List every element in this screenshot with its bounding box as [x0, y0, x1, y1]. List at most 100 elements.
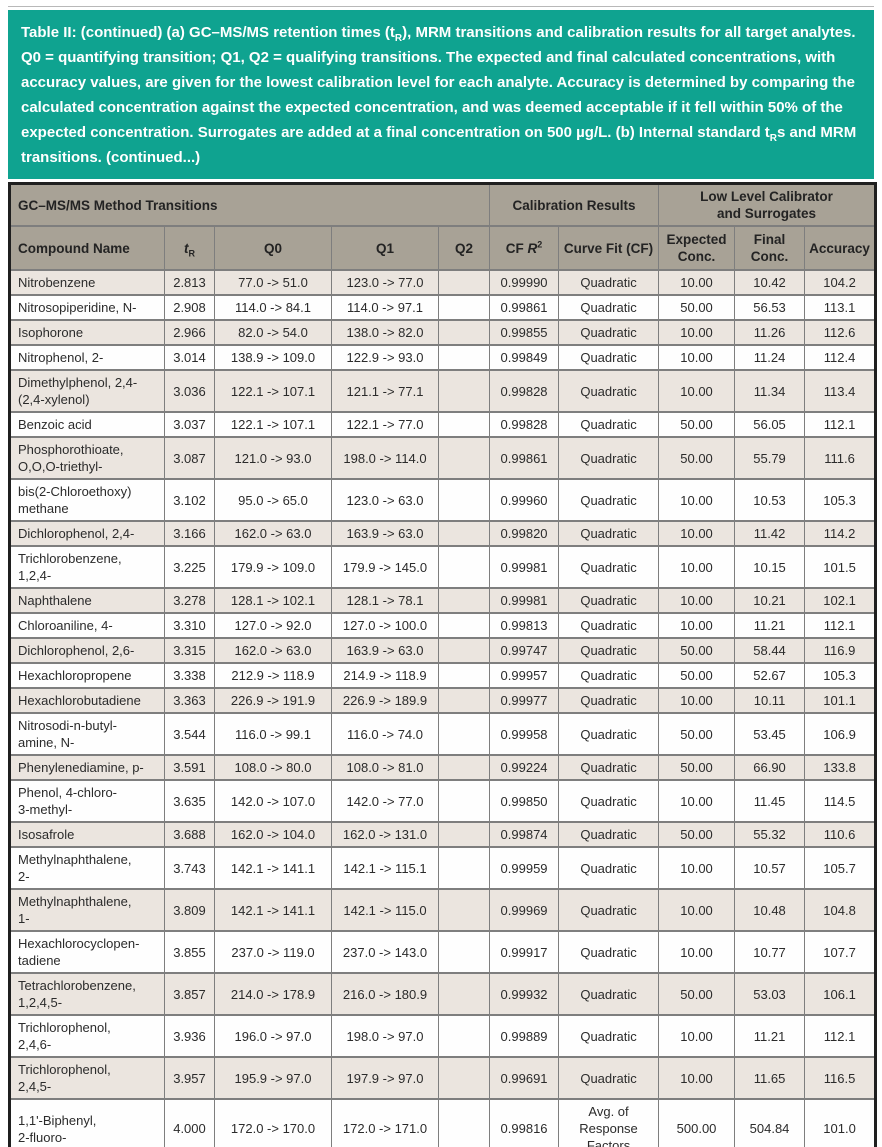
cell-q0: 142.1 -> 141.1 [214, 888, 332, 932]
cell-curve-fit: Quadratic [558, 821, 660, 848]
cell-q1: 214.9 -> 118.9 [331, 662, 439, 689]
cell-cf-r2: 0.99981 [489, 545, 560, 589]
cell-q2 [437, 369, 491, 413]
table-row: Trichlorophenol, 2,4,6- 3.936 196.0 -> 97.… [9, 1014, 877, 1058]
cell-q1: 121.1 -> 77.1 [331, 369, 439, 413]
cell-compound-name: 1,1'-Biphenyl, 2-fluoro- [9, 1098, 165, 1147]
cell-q2 [437, 478, 491, 522]
cell-cf-r2: 0.99855 [489, 319, 560, 346]
cell-q0: 122.1 -> 107.1 [214, 411, 332, 438]
cell-curve-fit: Quadratic [558, 411, 660, 438]
cell-q1: 116.0 -> 74.0 [331, 712, 439, 756]
cell-final-conc: 66.90 [734, 754, 806, 781]
cell-expected-conc: 50.00 [658, 436, 736, 480]
cell-q2 [437, 294, 491, 321]
table-row: Hexachlorocyclopen- tadiene 3.855 237.0 ->… [9, 930, 877, 974]
cell-retention-time: 2.966 [164, 319, 215, 346]
cell-accuracy: 105.3 [804, 478, 877, 522]
cell-q0: 95.0 -> 65.0 [214, 478, 332, 522]
cell-retention-time: 3.809 [164, 888, 215, 932]
cell-accuracy: 104.8 [804, 888, 877, 932]
cell-q0: 127.0 -> 92.0 [214, 612, 332, 639]
cell-q1: 123.0 -> 77.0 [331, 269, 439, 296]
cell-accuracy: 112.1 [804, 411, 877, 438]
cell-q2 [437, 269, 491, 296]
cell-q1: 237.0 -> 143.0 [331, 930, 439, 974]
table-header: GC–MS/MS Method Transitions Calibration … [8, 182, 877, 271]
cell-expected-conc: 10.00 [658, 269, 736, 296]
col-header-final-conc: Final Conc. [734, 225, 806, 271]
cell-compound-name: Dichlorophenol, 2,6- [9, 637, 165, 664]
cell-retention-time: 3.310 [164, 612, 215, 639]
table-row: Nitrophenol, 2- 3.014 138.9 -> 109.0 122.9 … [9, 344, 877, 371]
cell-q1: 142.0 -> 77.0 [331, 779, 439, 823]
col-header-q0: Q0 [214, 225, 332, 271]
cell-q0: 196.0 -> 97.0 [214, 1014, 332, 1058]
cell-expected-conc: 10.00 [658, 369, 736, 413]
caption-text-part3: s and MRM transitions. (continued...) [21, 124, 857, 166]
cell-q2 [437, 972, 491, 1016]
cell-accuracy: 104.2 [804, 269, 877, 296]
caption-subscript-r1: R [394, 33, 403, 44]
table-row: Phenol, 4-chloro- 3-methyl- 3.635 142.0 ->… [9, 779, 877, 823]
cell-accuracy: 105.7 [804, 846, 877, 890]
cell-curve-fit: Quadratic [558, 972, 660, 1016]
cell-q2 [437, 545, 491, 589]
cell-q2 [437, 930, 491, 974]
cell-q1: 108.0 -> 81.0 [331, 754, 439, 781]
cell-accuracy: 133.8 [804, 754, 877, 781]
cell-curve-fit: Quadratic [558, 520, 660, 547]
cell-compound-name: Nitrosopiperidine, N- [9, 294, 165, 321]
cell-q1: 128.1 -> 78.1 [331, 587, 439, 614]
cell-compound-name: Methylnaphthalene, 1- [9, 888, 165, 932]
cell-cf-r2: 0.99224 [489, 754, 560, 781]
cell-compound-name: Isophorone [9, 319, 165, 346]
cell-final-conc: 55.32 [734, 821, 806, 848]
cell-accuracy: 107.7 [804, 930, 877, 974]
cell-final-conc: 10.48 [734, 888, 806, 932]
cell-retention-time: 3.857 [164, 972, 215, 1016]
cell-cf-r2: 0.99889 [489, 1014, 560, 1058]
cell-accuracy: 102.1 [804, 587, 877, 614]
table-row: Nitrosodi-n-butyl- amine, N- 3.544 116.0 -… [9, 712, 877, 756]
cell-final-conc: 10.57 [734, 846, 806, 890]
cell-compound-name: Dichlorophenol, 2,4- [9, 520, 165, 547]
cell-curve-fit: Quadratic [558, 846, 660, 890]
cell-q0: 122.1 -> 107.1 [214, 369, 332, 413]
cell-accuracy: 113.4 [804, 369, 877, 413]
cell-cf-r2: 0.99932 [489, 972, 560, 1016]
cell-compound-name: Hexachloropropene [9, 662, 165, 689]
cell-expected-conc: 50.00 [658, 754, 736, 781]
cell-q2 [437, 888, 491, 932]
cell-final-conc: 52.67 [734, 662, 806, 689]
cell-retention-time: 3.957 [164, 1056, 215, 1100]
cell-final-conc: 504.84 [734, 1098, 806, 1147]
cell-q1: 122.1 -> 77.0 [331, 411, 439, 438]
cell-retention-time: 3.591 [164, 754, 215, 781]
cell-q0: 142.0 -> 107.0 [214, 779, 332, 823]
cell-curve-fit: Quadratic [558, 712, 660, 756]
caption-text-part2: ), MRM transitions and calibration resul… [21, 24, 856, 141]
group-header-low-level-calibrator: Low Level Calibrator and Surrogates [658, 182, 877, 227]
cell-expected-conc: 50.00 [658, 637, 736, 664]
col-header-tr-symbol: t [184, 240, 189, 256]
cell-accuracy: 112.1 [804, 1014, 877, 1058]
cell-q0: 77.0 -> 51.0 [214, 269, 332, 296]
cell-compound-name: Hexachlorobutadiene [9, 687, 165, 714]
table-row: Benzoic acid 3.037 122.1 -> 107.1 122.1 -> … [9, 411, 877, 438]
cell-curve-fit: Quadratic [558, 319, 660, 346]
cell-q0: 162.0 -> 63.0 [214, 637, 332, 664]
cell-curve-fit: Quadratic [558, 1056, 660, 1100]
cell-expected-conc: 50.00 [658, 712, 736, 756]
cell-q2 [437, 846, 491, 890]
table-row: Isosafrole 3.688 162.0 -> 104.0 162.0 -> 13… [9, 821, 877, 848]
cell-q1: 226.9 -> 189.9 [331, 687, 439, 714]
cell-accuracy: 112.1 [804, 612, 877, 639]
cell-q1: 197.9 -> 97.0 [331, 1056, 439, 1100]
cell-expected-conc: 50.00 [658, 662, 736, 689]
cell-q2 [437, 319, 491, 346]
cell-curve-fit: Quadratic [558, 754, 660, 781]
cell-q0: 195.9 -> 97.0 [214, 1056, 332, 1100]
table-row: Hexachlorobutadiene 3.363 226.9 -> 191.9 22… [9, 687, 877, 714]
